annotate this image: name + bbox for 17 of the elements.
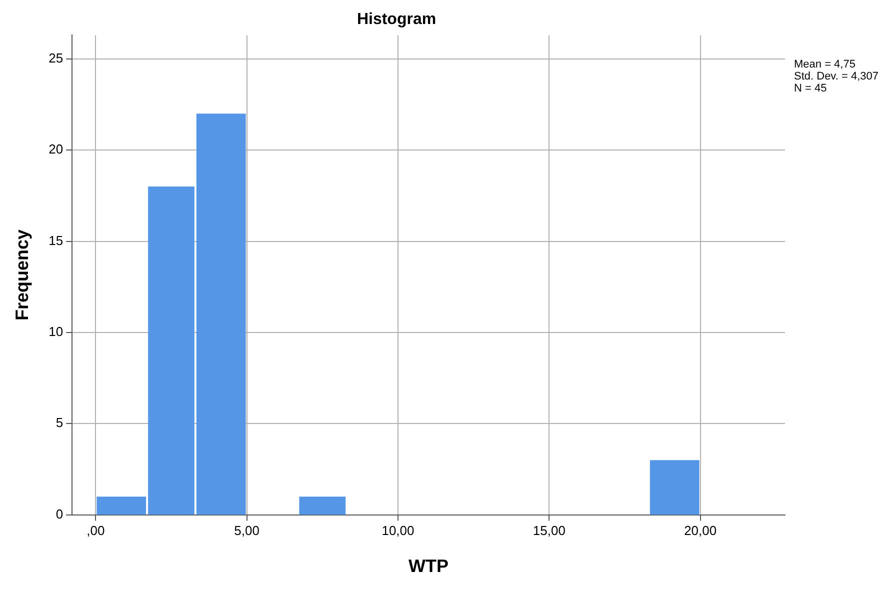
y-tick-label: 5 <box>56 415 64 430</box>
y-tick-label: 15 <box>48 232 64 248</box>
x-tick-label: 20,00 <box>684 523 717 538</box>
x-tick-label: ,00 <box>86 523 105 538</box>
y-tick-label: 10 <box>48 324 64 340</box>
x-tick-label: 5,00 <box>234 523 260 538</box>
y-tick-label: 0 <box>56 506 64 522</box>
text: N = 45 <box>794 82 827 95</box>
y-tick-label: 20 <box>48 142 64 157</box>
text: Std. Dev. = 4,307 <box>794 70 878 83</box>
chart-title: Histogram <box>356 11 436 28</box>
x-tick-label: 15,00 <box>532 523 566 538</box>
y-axis-title: Frequency <box>12 229 32 321</box>
y-tick-label: 25 <box>48 50 64 66</box>
x-tick-label: 10,00 <box>382 523 414 538</box>
text: Mean = 4,75 <box>794 58 856 71</box>
x-axis-title: WTP <box>408 556 449 576</box>
